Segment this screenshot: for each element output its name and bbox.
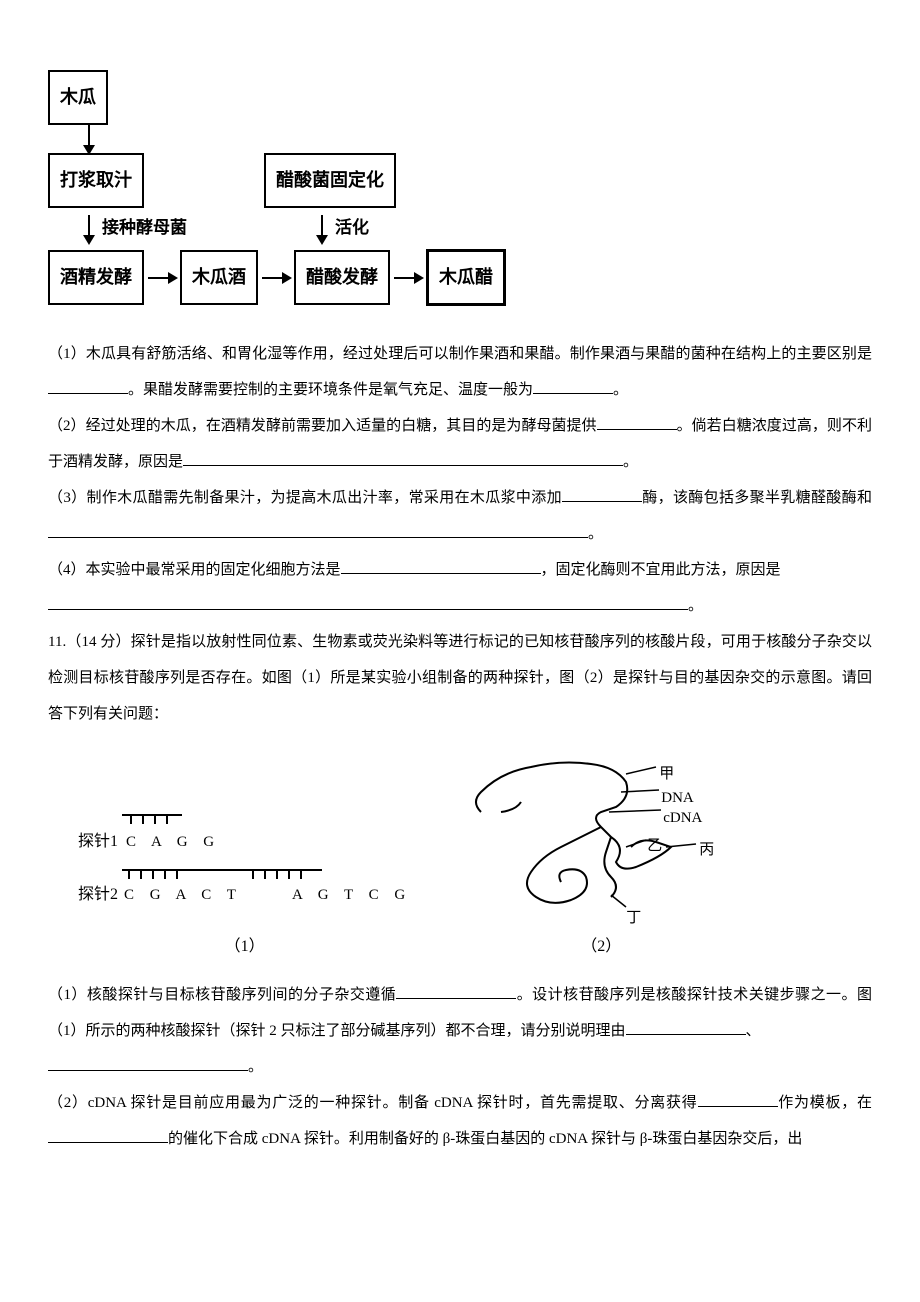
blank: [698, 1092, 778, 1107]
flow-arrow-1: [48, 125, 872, 153]
q11-p2-text: （2）cDNA 探针是目前应用最为广泛的一种探针。制备 cDNA 探针时，首先需…: [48, 1095, 698, 1111]
box-immobilize: 醋酸菌固定化: [264, 153, 396, 208]
q11-p2b-text: 作为模板，在: [778, 1095, 872, 1111]
arrow-right-icon: [148, 277, 176, 279]
q1-p3b-text: 酶，该酶包括多聚半乳糖醛酸酶和: [642, 490, 872, 506]
q1-p2c-text: 。: [623, 454, 638, 470]
q1-p2-text: （2）经过处理的木瓜，在酒精发酵前需要加入适量的白糖，其目的是为酵母菌提供: [48, 418, 597, 434]
q1-p1c-text: 。: [613, 382, 628, 398]
blank: [396, 984, 516, 999]
arrow-right-icon: [394, 277, 422, 279]
blank: [626, 1020, 746, 1035]
arrow-down-icon: [321, 215, 323, 243]
figure-container: 探针1 C A G G 探针2: [78, 752, 872, 966]
probe-1-label: 探针1: [78, 823, 118, 861]
blank: [597, 415, 677, 430]
label-ding: 丁: [626, 900, 641, 936]
blank: [48, 1128, 168, 1143]
fig1-caption: （1）: [78, 928, 411, 966]
q11-intro-text: 11.（14 分）探针是指以放射性同位素、生物素或荧光染料等进行标记的已知核苷酸…: [48, 634, 872, 722]
label-activate: 活化: [331, 208, 373, 249]
box-alcohol: 酒精发酵: [48, 250, 144, 305]
question-part-3: （3）制作木瓜醋需先制备果汁，为提高木瓜出汁率，常采用在木瓜浆中添加 酶，该酶包括…: [48, 480, 872, 552]
q11-p2c-text: 的催化下合成 cDNA 探针。利用制备好的 β-珠蛋白基因的 cDNA 探针与 …: [168, 1131, 802, 1147]
box-pulp: 打浆取汁: [48, 153, 144, 208]
box-papaya: 木瓜: [48, 70, 108, 125]
question-11-intro: 11.（14 分）探针是指以放射性同位素、生物素或荧光染料等进行标记的已知核苷酸…: [48, 624, 872, 732]
flow-row-2: 打浆取汁 醋酸菌固定化: [48, 153, 872, 208]
question-part-4: （4）本实验中最常采用的固定化细胞方法是 ，固定化酶则不宜用此方法，原因是 。: [48, 552, 872, 624]
blank: [562, 487, 642, 502]
q11-part-2: （2）cDNA 探针是目前应用最为广泛的一种探针。制备 cDNA 探针时，首先需…: [48, 1085, 872, 1157]
probe-2-seq2: A G T C G: [292, 877, 411, 913]
label-inoculate: 接种酵母菌: [98, 208, 191, 249]
flow-row-1: 木瓜: [48, 70, 872, 125]
probe-figure-1: 探针1 C A G G 探针2: [78, 814, 411, 967]
q11-part-1: （1）核酸探针与目标核苷酸序列间的分子杂交遵循。设计核苷酸序列是核酸探针技术关键…: [48, 977, 872, 1085]
fig2-caption: （2）: [461, 928, 741, 966]
question-part-1: （1）木瓜具有舒筋活络、和胃化湿等作用，经过处理后可以制作果酒和果醋。制作果酒与…: [48, 336, 872, 408]
label-yi: 乙: [647, 828, 662, 864]
blank: [341, 559, 541, 574]
question-part-2: （2）经过处理的木瓜，在酒精发酵前需要加入适量的白糖，其目的是为酵母菌提供。倘若…: [48, 408, 872, 480]
q1-p3c-text: 。: [588, 526, 603, 542]
q1-p1b-text: 。果醋发酵需要控制的主要环境条件是氧气充足、温度一般为: [128, 382, 533, 398]
box-acetic: 醋酸发酵: [294, 250, 390, 305]
diagram-2-container: 甲 DNA cDNA 乙 丙 丁 （2）: [461, 752, 741, 966]
q1-p3-text: （3）制作木瓜醋需先制备果汁，为提高木瓜出汁率，常采用在木瓜浆中添加: [48, 490, 562, 506]
q11-p1d-text: 。: [248, 1059, 263, 1075]
blank: [48, 595, 688, 610]
q1-p1-text: （1）木瓜具有舒筋活络、和胃化湿等作用，经过处理后可以制作果酒和果醋。制作果酒与…: [48, 346, 872, 362]
hybridization-diagram: 甲 DNA cDNA 乙 丙 丁: [461, 752, 741, 922]
flowchart-diagram: 木瓜 打浆取汁 醋酸菌固定化 接种酵母菌 活化 酒精发酵 木瓜酒 醋酸发酵 木瓜…: [48, 70, 872, 306]
probe-2-seq1: C G A C T: [124, 877, 242, 913]
blank: [48, 523, 588, 538]
arrow-down-icon: [88, 215, 90, 243]
q11-p1-text: （1）核酸探针与目标核苷酸序列间的分子杂交遵循: [48, 987, 396, 1003]
blank: [183, 451, 623, 466]
label-bing: 丙: [699, 832, 714, 868]
probe-1-seq: C A G G: [126, 824, 220, 860]
arrow-right-icon: [262, 277, 290, 279]
blank: [48, 1056, 248, 1071]
arrow-down-icon: [88, 125, 90, 153]
probe-2-row: 探针2 C G A C T A G T C G: [78, 869, 411, 914]
flow-arrow-row-2: 接种酵母菌 活化: [48, 208, 872, 249]
q11-p1c-text: 、: [746, 1023, 761, 1039]
q1-p4c-text: 。: [688, 598, 703, 614]
q1-p4-text: （4）本实验中最常采用的固定化细胞方法是: [48, 562, 341, 578]
blank: [533, 379, 613, 394]
q1-p4b-text: ，固定化酶则不宜用此方法，原因是: [541, 562, 781, 578]
probe-2-label: 探针2: [78, 876, 118, 914]
label-cdna: cDNA: [663, 800, 702, 836]
flow-row-3: 酒精发酵 木瓜酒 醋酸发酵 木瓜醋: [48, 249, 872, 306]
blank: [48, 379, 128, 394]
box-wine: 木瓜酒: [180, 250, 258, 305]
probe-1-row: 探针1 C A G G: [78, 814, 411, 861]
box-vinegar: 木瓜醋: [426, 249, 506, 306]
